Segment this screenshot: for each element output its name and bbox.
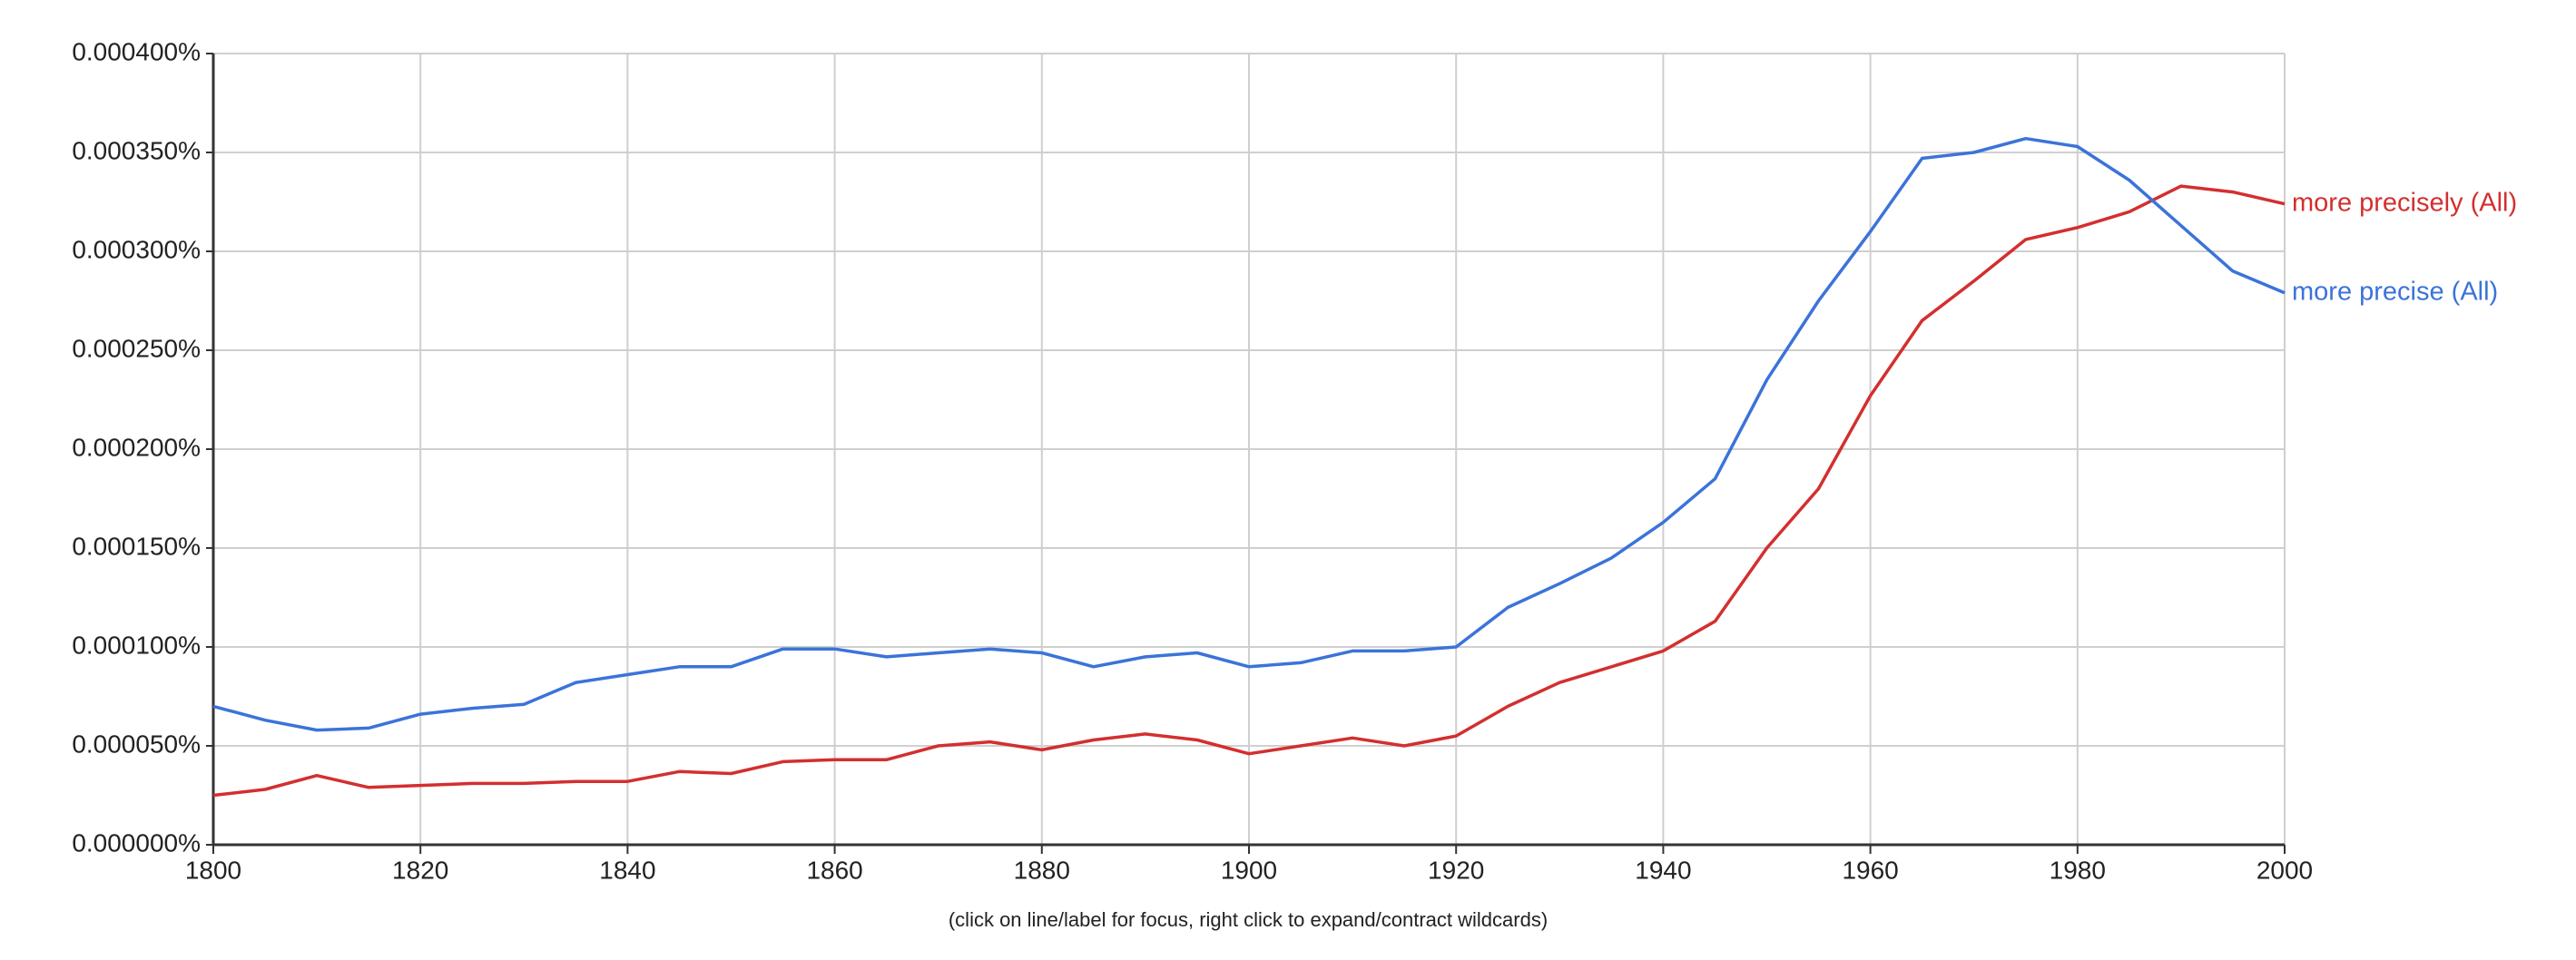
y-tick-label: 0.000350% bbox=[72, 136, 201, 164]
x-tick-label: 1980 bbox=[2050, 856, 2106, 884]
y-tick-label: 0.000400% bbox=[72, 37, 201, 65]
series-label[interactable]: more precisely (All) bbox=[2292, 188, 2517, 217]
x-tick-label: 1840 bbox=[599, 856, 655, 884]
x-tick-label: 1920 bbox=[1428, 856, 1484, 884]
y-tick-label: 0.000200% bbox=[72, 433, 201, 461]
footnote: (click on line/label for focus, right cl… bbox=[949, 908, 1548, 931]
series-label[interactable]: more precise (All) bbox=[2292, 277, 2498, 306]
series-line[interactable] bbox=[212, 136, 2286, 732]
y-tick-label: 0.000300% bbox=[72, 235, 201, 263]
y-tick-label: 0.000150% bbox=[72, 532, 201, 560]
y-tick-label: 0.000000% bbox=[72, 828, 201, 857]
x-tick-label: 1940 bbox=[1635, 856, 1691, 884]
x-tick-label: 1820 bbox=[392, 856, 448, 884]
y-tick-label: 0.000050% bbox=[72, 730, 201, 758]
x-tick-label: 1880 bbox=[1014, 856, 1070, 884]
x-tick-label: 1800 bbox=[185, 856, 241, 884]
x-tick-label: 1900 bbox=[1221, 856, 1277, 884]
x-tick-label: 2000 bbox=[2256, 856, 2313, 884]
y-tick-label: 0.000250% bbox=[72, 334, 201, 362]
x-tick-label: 1960 bbox=[1842, 856, 1898, 884]
series-line[interactable] bbox=[212, 184, 2286, 798]
y-tick-label: 0.000100% bbox=[72, 631, 201, 659]
x-tick-label: 1860 bbox=[806, 856, 862, 884]
